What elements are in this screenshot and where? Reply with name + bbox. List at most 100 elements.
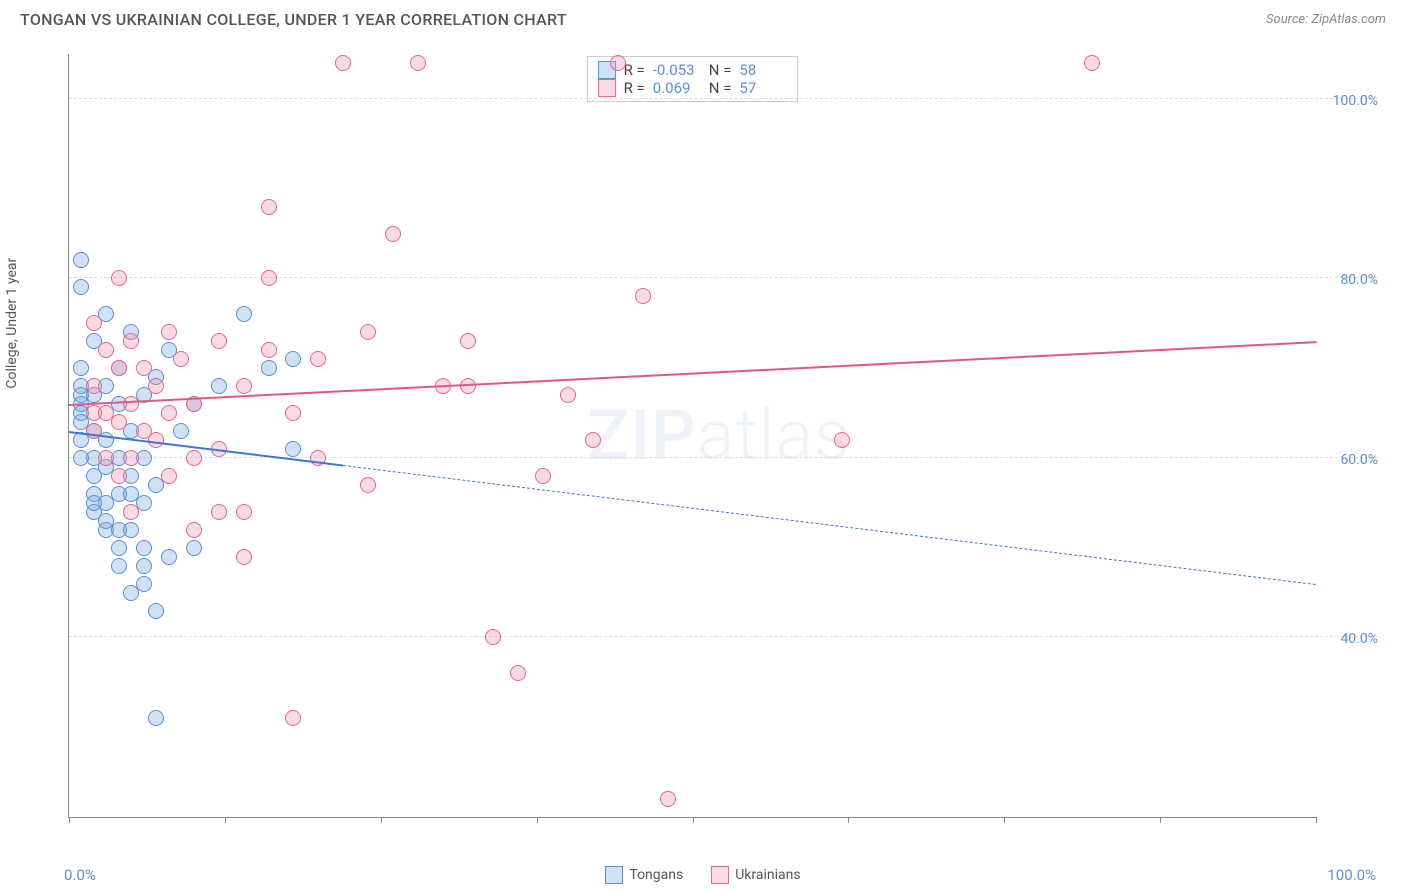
data-point — [161, 549, 177, 565]
data-point — [285, 441, 301, 457]
legend-r-label: R = — [624, 61, 645, 79]
data-point — [360, 324, 376, 340]
data-point — [111, 360, 127, 376]
data-point — [834, 432, 850, 448]
x-tick — [1316, 817, 1317, 823]
y-tick-label: 100.0% — [1322, 93, 1378, 109]
x-tick — [693, 817, 694, 823]
data-point — [136, 558, 152, 574]
data-point — [410, 55, 426, 71]
data-point — [148, 378, 164, 394]
data-point — [285, 405, 301, 421]
data-point — [123, 486, 139, 502]
y-tick-label: 80.0% — [1322, 272, 1378, 288]
data-point — [173, 351, 189, 367]
x-tick — [381, 817, 382, 823]
footer-label-tongans: Tongans — [629, 867, 683, 883]
legend-n-label: N = — [709, 79, 732, 97]
data-point — [535, 468, 551, 484]
data-point — [460, 333, 476, 349]
legend-row-ukrainians: R = 0.069 N = 57 — [598, 79, 788, 97]
footer-legend-tongans: Tongans — [605, 866, 683, 884]
data-point — [98, 342, 114, 358]
footer-swatch-ukrainians — [711, 866, 729, 884]
chart-area: College, Under 1 year ZIPatlas R = -0.05… — [20, 46, 1386, 846]
data-point — [111, 540, 127, 556]
data-point — [236, 504, 252, 520]
x-tick — [69, 817, 70, 823]
legend-r-value-tongans: -0.053 — [653, 61, 701, 79]
data-point — [86, 378, 102, 394]
data-point — [111, 468, 127, 484]
data-point — [161, 405, 177, 421]
x-tick — [1004, 817, 1005, 823]
legend-n-value-tongans: 58 — [739, 61, 787, 79]
data-point — [136, 576, 152, 592]
gridline — [69, 98, 1378, 99]
data-point — [86, 315, 102, 331]
data-point — [136, 540, 152, 556]
footer-label-ukrainians: Ukrainians — [735, 867, 800, 883]
data-point — [211, 333, 227, 349]
data-point — [98, 450, 114, 466]
data-point — [335, 55, 351, 71]
data-point — [161, 468, 177, 484]
data-point — [635, 288, 651, 304]
data-point — [148, 603, 164, 619]
data-point — [485, 629, 501, 645]
data-point — [111, 558, 127, 574]
data-point — [123, 396, 139, 412]
data-point — [136, 360, 152, 376]
data-point — [111, 414, 127, 430]
data-point — [111, 270, 127, 286]
data-point — [261, 360, 277, 376]
data-point — [173, 423, 189, 439]
legend-n-value-ukrainians: 57 — [739, 79, 787, 97]
data-point — [148, 710, 164, 726]
chart-footer: 0.0% Tongans Ukrainians 100.0% — [0, 866, 1406, 884]
data-point — [161, 324, 177, 340]
data-point — [660, 791, 676, 807]
y-tick-label: 40.0% — [1322, 631, 1378, 647]
data-point — [261, 199, 277, 215]
watermark: ZIPatlas — [587, 395, 851, 477]
chart-header: TONGAN VS UKRAINIAN COLLEGE, UNDER 1 YEA… — [0, 0, 1406, 33]
data-point — [111, 522, 127, 538]
plot-region: ZIPatlas R = -0.053 N = 58 R = 0.069 N =… — [68, 54, 1316, 818]
trend-line — [69, 341, 1316, 406]
chart-source: Source: ZipAtlas.com — [1266, 12, 1386, 27]
data-point — [510, 665, 526, 681]
data-point — [261, 270, 277, 286]
x-axis-max-label: 100.0% — [1327, 866, 1376, 884]
data-point — [186, 522, 202, 538]
footer-legend-ukrainians: Ukrainians — [711, 866, 800, 884]
x-tick — [1160, 817, 1161, 823]
data-point — [285, 351, 301, 367]
data-point — [73, 279, 89, 295]
chart-title: TONGAN VS UKRAINIAN COLLEGE, UNDER 1 YEA… — [20, 10, 567, 29]
legend-r-label: R = — [624, 79, 645, 97]
y-tick-label: 60.0% — [1322, 452, 1378, 468]
x-tick — [225, 817, 226, 823]
data-point — [73, 360, 89, 376]
data-point — [585, 432, 601, 448]
data-point — [123, 504, 139, 520]
footer-swatch-tongans — [605, 866, 623, 884]
data-point — [236, 378, 252, 394]
data-point — [73, 450, 89, 466]
y-axis-label: College, Under 1 year — [4, 258, 20, 389]
trend-line — [343, 465, 1316, 585]
data-point — [211, 378, 227, 394]
data-point — [610, 55, 626, 71]
data-point — [211, 504, 227, 520]
x-axis-min-label: 0.0% — [64, 866, 96, 884]
data-point — [123, 333, 139, 349]
data-point — [123, 450, 139, 466]
data-point — [261, 342, 277, 358]
legend-row-tongans: R = -0.053 N = 58 — [598, 61, 788, 79]
data-point — [186, 540, 202, 556]
data-point — [73, 252, 89, 268]
x-tick — [848, 817, 849, 823]
data-point — [285, 710, 301, 726]
x-tick — [537, 817, 538, 823]
